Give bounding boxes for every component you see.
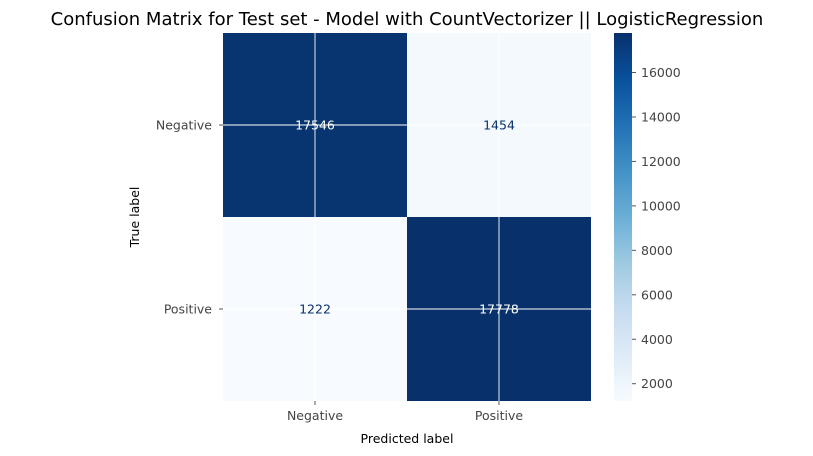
cell-value-label: 1454 <box>483 118 515 133</box>
colorbar-gradient <box>614 33 632 401</box>
colorbar-tick-label: 8000 <box>641 243 673 258</box>
grid-lines <box>223 33 591 401</box>
cell-value-label: 17778 <box>479 302 519 317</box>
colorbar-tick-label: 4000 <box>641 332 673 347</box>
cell-value-label: 1222 <box>299 302 331 317</box>
y-tick-label: Negative <box>156 118 212 133</box>
x-axis-ticks: Negative Positive <box>287 401 523 423</box>
heatmap-cells <box>223 33 591 401</box>
colorbar-tick-label: 2000 <box>641 376 673 391</box>
cell-value-labels: 17546 1454 1222 17778 <box>295 118 519 317</box>
chart-title: Confusion Matrix for Test set - Model wi… <box>51 9 764 30</box>
colorbar-tick-label: 10000 <box>641 198 681 213</box>
x-axis-label: Predicted label <box>361 431 454 446</box>
colorbar-tick-label: 6000 <box>641 287 673 302</box>
y-tick-label: Positive <box>164 302 212 317</box>
colorbar: 2000 4000 6000 8000 10000 12000 14000 16000 <box>614 33 681 401</box>
x-tick-label: Negative <box>287 408 343 423</box>
colorbar-tick-label: 14000 <box>641 109 681 124</box>
y-axis-label: True label <box>127 187 142 249</box>
cell-value-label: 17546 <box>295 118 335 133</box>
y-axis-ticks: Negative Positive <box>156 118 223 317</box>
x-tick-label: Positive <box>475 408 523 423</box>
colorbar-tick-label: 12000 <box>641 154 681 169</box>
colorbar-tick-label: 16000 <box>641 65 681 80</box>
